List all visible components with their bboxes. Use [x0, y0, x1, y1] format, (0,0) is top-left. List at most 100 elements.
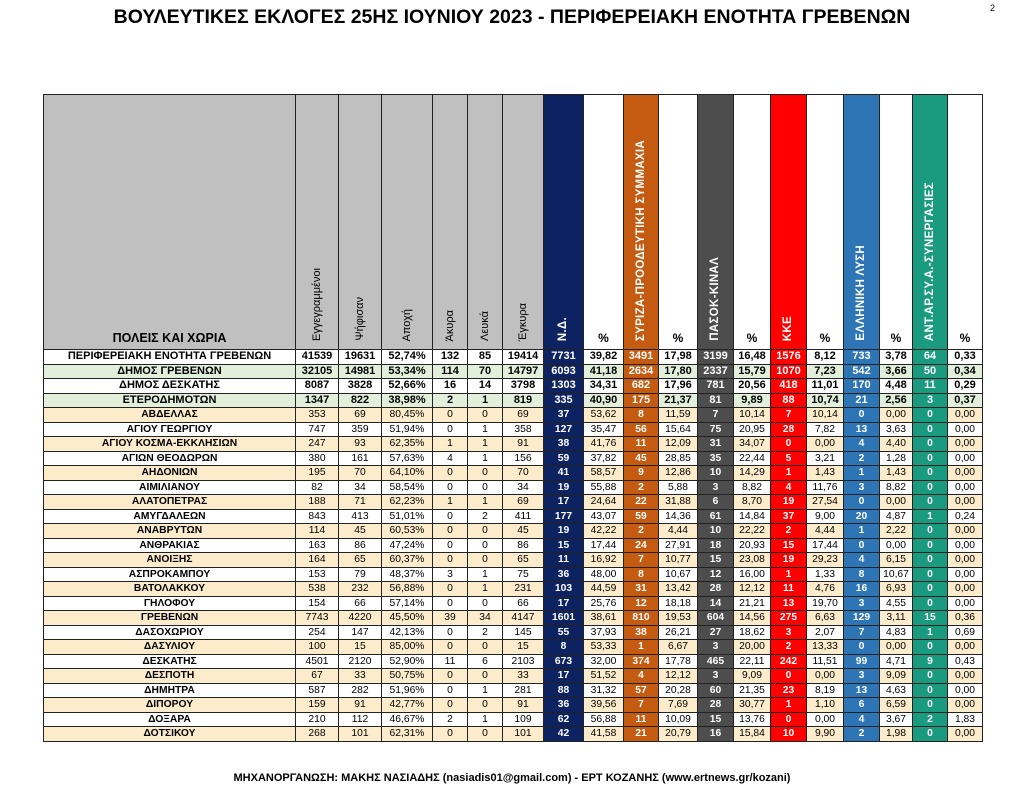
- abstention-cell: 52,66%: [381, 378, 433, 394]
- kke-votes-cell: 418: [770, 378, 807, 394]
- invalid-cell: 11: [432, 653, 468, 669]
- voted-cell: 15: [338, 639, 382, 655]
- valid-cell: 3798: [502, 378, 544, 394]
- pasok-votes-cell: 60: [697, 682, 734, 698]
- blank-cell: 2: [467, 624, 503, 640]
- abstention-cell: 51,94%: [381, 421, 433, 437]
- header-syriza-pct: %: [658, 94, 698, 350]
- blank-cell: 34: [467, 610, 503, 626]
- header-nd-pct: %: [583, 94, 624, 350]
- abstention-cell: 42,77%: [381, 697, 433, 713]
- header-label: %: [890, 331, 902, 345]
- nd-pct-cell: 41,58: [583, 726, 624, 742]
- nd-pct-cell: 25,76: [583, 595, 624, 611]
- blank-cell: 1: [467, 392, 503, 408]
- elliniki-lysi-pct-cell: 6,93: [879, 581, 913, 597]
- nd-votes-cell: 36: [543, 697, 584, 713]
- elliniki-lysi-votes-cell: 13: [843, 682, 880, 698]
- kke-pct-cell: 10,74: [806, 392, 844, 408]
- abstention-cell: 85,00%: [381, 639, 433, 655]
- valid-cell: 15: [502, 639, 544, 655]
- antarsya-pct-cell: 0,00: [947, 682, 983, 698]
- voted-cell: 45: [338, 523, 382, 539]
- elliniki-lysi-pct-cell: 4,63: [879, 682, 913, 698]
- elliniki-lysi-votes-cell: 99: [843, 653, 880, 669]
- voted-cell: 66: [338, 595, 382, 611]
- blank-cell: 1: [467, 711, 503, 727]
- nd-votes-cell: 88: [543, 682, 584, 698]
- place-name-cell: ΔΟΤΣΙΚΟΥ: [43, 726, 296, 742]
- nd-votes-cell: 15: [543, 537, 584, 553]
- header-label: ΠΟΛΕΙΣ ΚΑΙ ΧΩΡΙΑ: [112, 331, 227, 345]
- kke-votes-cell: 88: [770, 392, 807, 408]
- pasok-votes-cell: 14: [697, 595, 734, 611]
- table-row: ΔΑΣΥΛΙΟΥ 100 15 85,00% 0 0 15 8 53,33 1 6,67 3 20,00…: [43, 639, 983, 655]
- elliniki-lysi-pct-cell: 1,28: [879, 450, 913, 466]
- kke-votes-cell: 28: [770, 421, 807, 437]
- elliniki-lysi-pct-cell: 4,87: [879, 508, 913, 524]
- table-row: ΓΗΛΟΦΟΥ 154 66 57,14% 0 0 66 17 25,76 12 18,18 14 21…: [43, 595, 983, 611]
- syriza-votes-cell: 9: [623, 465, 659, 481]
- syriza-pct-cell: 10,67: [658, 566, 698, 582]
- kke-votes-cell: 2: [770, 523, 807, 539]
- nd-votes-cell: 19: [543, 523, 584, 539]
- elliniki-lysi-votes-cell: 4: [843, 436, 880, 452]
- syriza-votes-cell: 7: [623, 697, 659, 713]
- kke-pct-cell: 3,21: [806, 450, 844, 466]
- antarsya-votes-cell: 0: [912, 479, 948, 495]
- header-elliniki-lysi: ΕΛΛΗΝΙΚΗ ΛΥΣΗ: [843, 94, 880, 350]
- syriza-votes-cell: 11: [623, 436, 659, 452]
- voted-cell: 69: [338, 407, 382, 423]
- abstention-cell: 57,63%: [381, 450, 433, 466]
- kke-pct-cell: 11,76: [806, 479, 844, 495]
- kke-votes-cell: 15: [770, 537, 807, 553]
- place-name-cell: ΑΝΑΒΡΥΤΩΝ: [43, 523, 296, 539]
- syriza-votes-cell: 57: [623, 682, 659, 698]
- voted-cell: 91: [338, 697, 382, 713]
- syriza-votes-cell: 31: [623, 581, 659, 597]
- summary-row: ΕΤΕΡΟΔΗΜΟΤΩΝ 1347 822 38,98% 2 1 819 335 40,90 17…: [43, 392, 983, 408]
- elliniki-lysi-votes-cell: 3: [843, 479, 880, 495]
- antarsya-pct-cell: 0,00: [947, 726, 983, 742]
- voted-cell: 71: [338, 494, 382, 510]
- header-label: ΚΚΕ: [782, 315, 794, 341]
- invalid-cell: 39: [432, 610, 468, 626]
- registered-cell: 380: [295, 450, 339, 466]
- nd-pct-cell: 35,47: [583, 421, 624, 437]
- page-title: ΒΟΥΛΕΥΤΙΚΕΣ ΕΚΛΟΓΕΣ 25ΗΣ ΙΟΥΝΙΟΥ 2023 - …: [113, 6, 911, 28]
- antarsya-pct-cell: 0,69: [947, 624, 983, 640]
- page-number: 2: [990, 3, 996, 13]
- nd-pct-cell: 32,00: [583, 653, 624, 669]
- pasok-pct-cell: 8,82: [733, 479, 771, 495]
- elliniki-lysi-votes-cell: 733: [843, 349, 880, 365]
- pasok-pct-cell: 20,00: [733, 639, 771, 655]
- pasok-pct-cell: 22,44: [733, 450, 771, 466]
- nd-votes-cell: 7731: [543, 349, 584, 365]
- kke-votes-cell: 11: [770, 581, 807, 597]
- table-row: ΑΒΔΕΛΛΑΣ 353 69 80,45% 0 0 69 37 53,62 8 11,59 7 10,…: [43, 407, 983, 423]
- registered-cell: 153: [295, 566, 339, 582]
- voted-cell: 34: [338, 479, 382, 495]
- invalid-cell: 1: [432, 436, 468, 452]
- table-row: ΑΓΙΩΝ ΘΕΟΔΩΡΩΝ 380 161 57,63% 4 1 156 59 37,82 45…: [43, 450, 983, 466]
- table-row: ΑΝΑΒΡΥΤΩΝ 114 45 60,53% 0 0 45 19 42,22 2 4,44 10 22…: [43, 523, 983, 539]
- pasok-votes-cell: 12: [697, 566, 734, 582]
- elliniki-lysi-pct-cell: 3,63: [879, 421, 913, 437]
- valid-cell: 19414: [502, 349, 544, 365]
- pasok-pct-cell: 18,62: [733, 624, 771, 640]
- syriza-pct-cell: 6,67: [658, 639, 698, 655]
- abstention-cell: 52,74%: [381, 349, 433, 365]
- header-antarsya: ΑΝΤ.ΑΡ.ΣΥ.Α.-ΣΥΝΕΡΓΑΣΙΕΣ: [912, 94, 948, 350]
- antarsya-pct-cell: 0,00: [947, 668, 983, 684]
- elliniki-lysi-pct-cell: 9,09: [879, 668, 913, 684]
- antarsya-pct-cell: 0,36: [947, 610, 983, 626]
- antarsya-votes-cell: 0: [912, 581, 948, 597]
- pasok-pct-cell: 21,35: [733, 682, 771, 698]
- syriza-votes-cell: 810: [623, 610, 659, 626]
- syriza-votes-cell: 1: [623, 639, 659, 655]
- nd-pct-cell: 44,59: [583, 581, 624, 597]
- kke-pct-cell: 6,63: [806, 610, 844, 626]
- nd-pct-cell: 43,07: [583, 508, 624, 524]
- place-name-cell: ΔΙΠΟΡΟΥ: [43, 697, 296, 713]
- elliniki-lysi-votes-cell: 170: [843, 378, 880, 394]
